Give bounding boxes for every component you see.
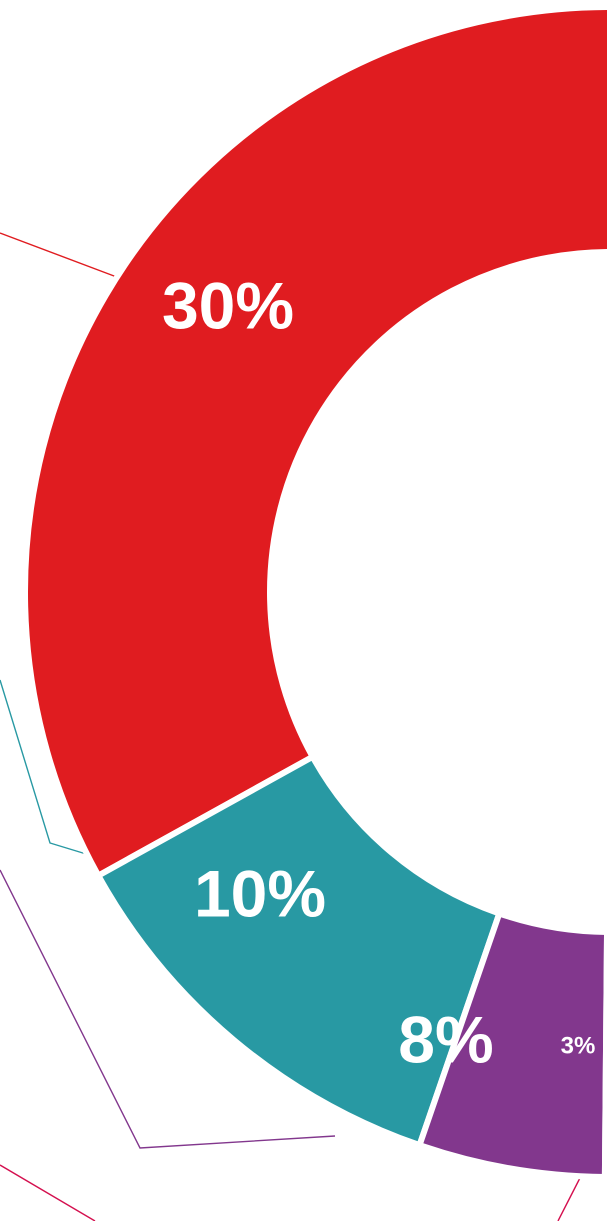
donut-slice-30-percent <box>22 4 607 880</box>
slice-labels: 30% 10% 8% 3% <box>162 268 595 1076</box>
donut-slice-8-percent <box>415 909 607 1180</box>
donut-slice-10-percent <box>94 752 504 1149</box>
leader-line-4 <box>0 1164 583 1221</box>
slice-label-10-percent: 10% <box>194 856 326 930</box>
leader-line-2 <box>0 679 97 858</box>
slice-label-30-percent: 30% <box>162 268 294 342</box>
donut-slices <box>22 4 607 1180</box>
donut-slice-3-percent <box>601 928 607 1180</box>
slice-label-3-percent: 3% <box>561 1032 596 1059</box>
leader-line-3 <box>0 869 336 1149</box>
leader-line-1 <box>0 232 123 280</box>
slice-label-8-percent: 8% <box>398 1002 493 1076</box>
leader-lines <box>0 232 583 1221</box>
